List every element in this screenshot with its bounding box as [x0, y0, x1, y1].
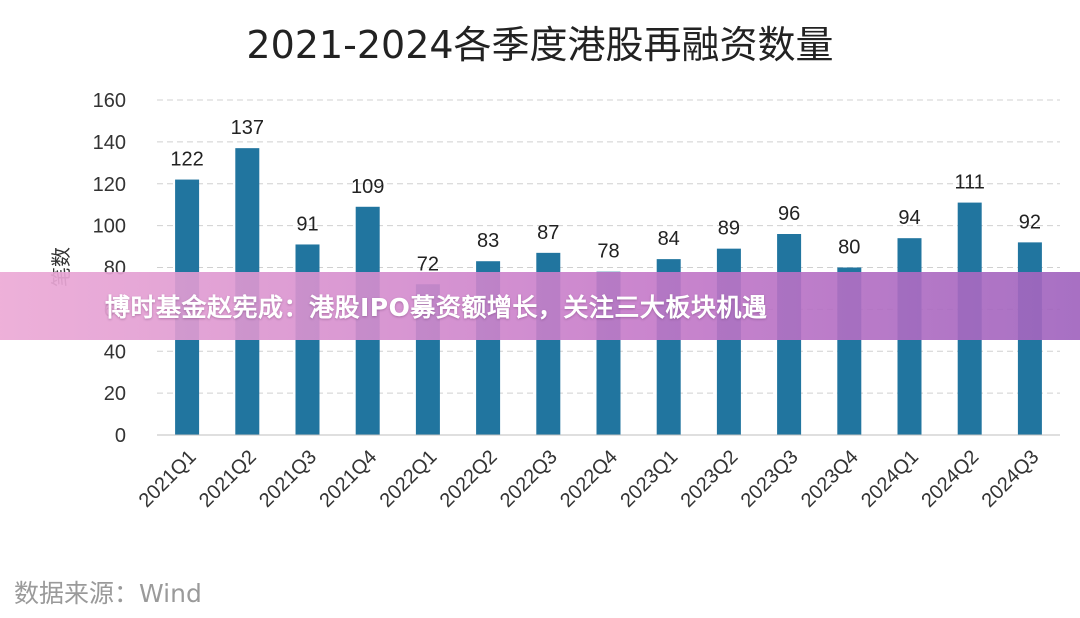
x-tick-label: 2022Q3 [496, 446, 562, 512]
data-label: 96 [778, 203, 800, 225]
data-source: 数据来源：Wind [14, 579, 202, 608]
data-label: 78 [597, 241, 619, 263]
data-label: 92 [1019, 211, 1041, 233]
data-label: 89 [718, 218, 740, 240]
x-tick-label: 2022Q1 [376, 446, 442, 512]
x-tick-label: 2024Q1 [857, 446, 923, 512]
x-tick-label: 2021Q4 [315, 446, 381, 512]
data-label: 87 [537, 222, 559, 244]
x-tick-label: 2023Q3 [737, 446, 803, 512]
data-label: 72 [417, 253, 439, 275]
x-tick-label: 2023Q4 [797, 446, 863, 512]
x-tick-label: 2021Q3 [255, 446, 321, 512]
data-labels: 122 137 91 109 72 83 87 78 84 89 96 80 94 111 92 [170, 117, 1041, 275]
news-banner: 博时基金赵宪成：港股IPO募资额增长，关注三大板块机遇 [0, 272, 1080, 340]
y-tick-label: 120 [93, 174, 126, 196]
data-label: 91 [296, 213, 318, 235]
y-tick-label: 20 [104, 383, 126, 405]
y-tick-label: 160 [93, 90, 126, 112]
x-tick-label: 2024Q2 [917, 446, 983, 512]
data-label: 109 [351, 176, 384, 198]
data-label: 111 [954, 172, 984, 194]
chart-title: 2021-2024各季度港股再融资数量 [246, 23, 833, 67]
x-tick-label: 2021Q2 [195, 446, 261, 512]
banner-headline: 博时基金赵宪成：港股IPO募资额增长，关注三大板块机遇 [105, 293, 768, 322]
y-tick-label: 140 [93, 132, 126, 154]
y-tick-label: 100 [93, 216, 126, 238]
data-label: 94 [898, 207, 920, 229]
x-axis-ticks: 2021Q12021Q22021Q32021Q42022Q12022Q22022… [135, 446, 1044, 512]
x-tick-label: 2022Q2 [436, 446, 502, 512]
y-tick-label: 40 [104, 341, 126, 363]
data-label: 84 [658, 228, 680, 250]
x-tick-label: 2023Q2 [677, 446, 743, 512]
data-label: 83 [477, 230, 499, 252]
y-tick-label: 0 [115, 425, 126, 447]
x-tick-label: 2023Q1 [616, 446, 682, 512]
x-tick-label: 2024Q3 [978, 446, 1044, 512]
data-label: 122 [170, 149, 203, 171]
x-tick-label: 2022Q4 [556, 446, 622, 512]
data-label: 137 [231, 117, 264, 139]
x-tick-label: 2021Q1 [135, 446, 201, 512]
data-label: 80 [838, 237, 860, 259]
y-axis-ticks: 020406080100120140160 [93, 90, 126, 447]
